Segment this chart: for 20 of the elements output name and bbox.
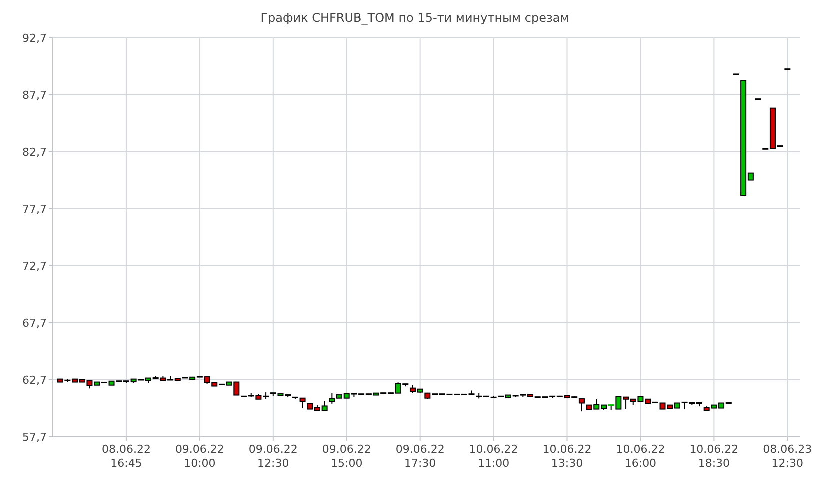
y-tick-label: 57,7	[22, 430, 47, 444]
y-tick-label: 77,7	[22, 202, 47, 216]
x-tick-label: 09.06.22 10:00	[175, 443, 224, 470]
x-tick-label: 08.06.22 16:45	[102, 443, 151, 470]
y-tick-label: 92,7	[22, 32, 47, 45]
x-tick-label: 08.06.23 12:30	[763, 443, 812, 470]
chart-title: График CHFRUB_TOM по 15-ти минутным срезам	[260, 11, 570, 25]
y-tick-label: 62,7	[22, 374, 47, 387]
y-tick-label: 67,7	[22, 316, 47, 330]
x-tick-label: 09.06.22 12:30	[248, 443, 298, 470]
x-tick-label: 09.06.22 15:00	[322, 443, 372, 470]
y-tick-label: 82,7	[22, 146, 47, 159]
y-tick-label: 72,7	[22, 260, 47, 273]
x-tick-label: 09.06.22 17:30	[396, 443, 445, 470]
y-tick-label: 87,7	[22, 88, 47, 102]
x-tick-label: 10.06.22 13:30	[542, 443, 592, 470]
x-tick-label: 10.06.22 18:30	[690, 443, 739, 470]
x-tick-label: 10.06.22 16:00	[616, 443, 666, 470]
x-tick-label: 10.06.22 11:00	[469, 443, 518, 470]
candlestick	[578, 398, 585, 412]
